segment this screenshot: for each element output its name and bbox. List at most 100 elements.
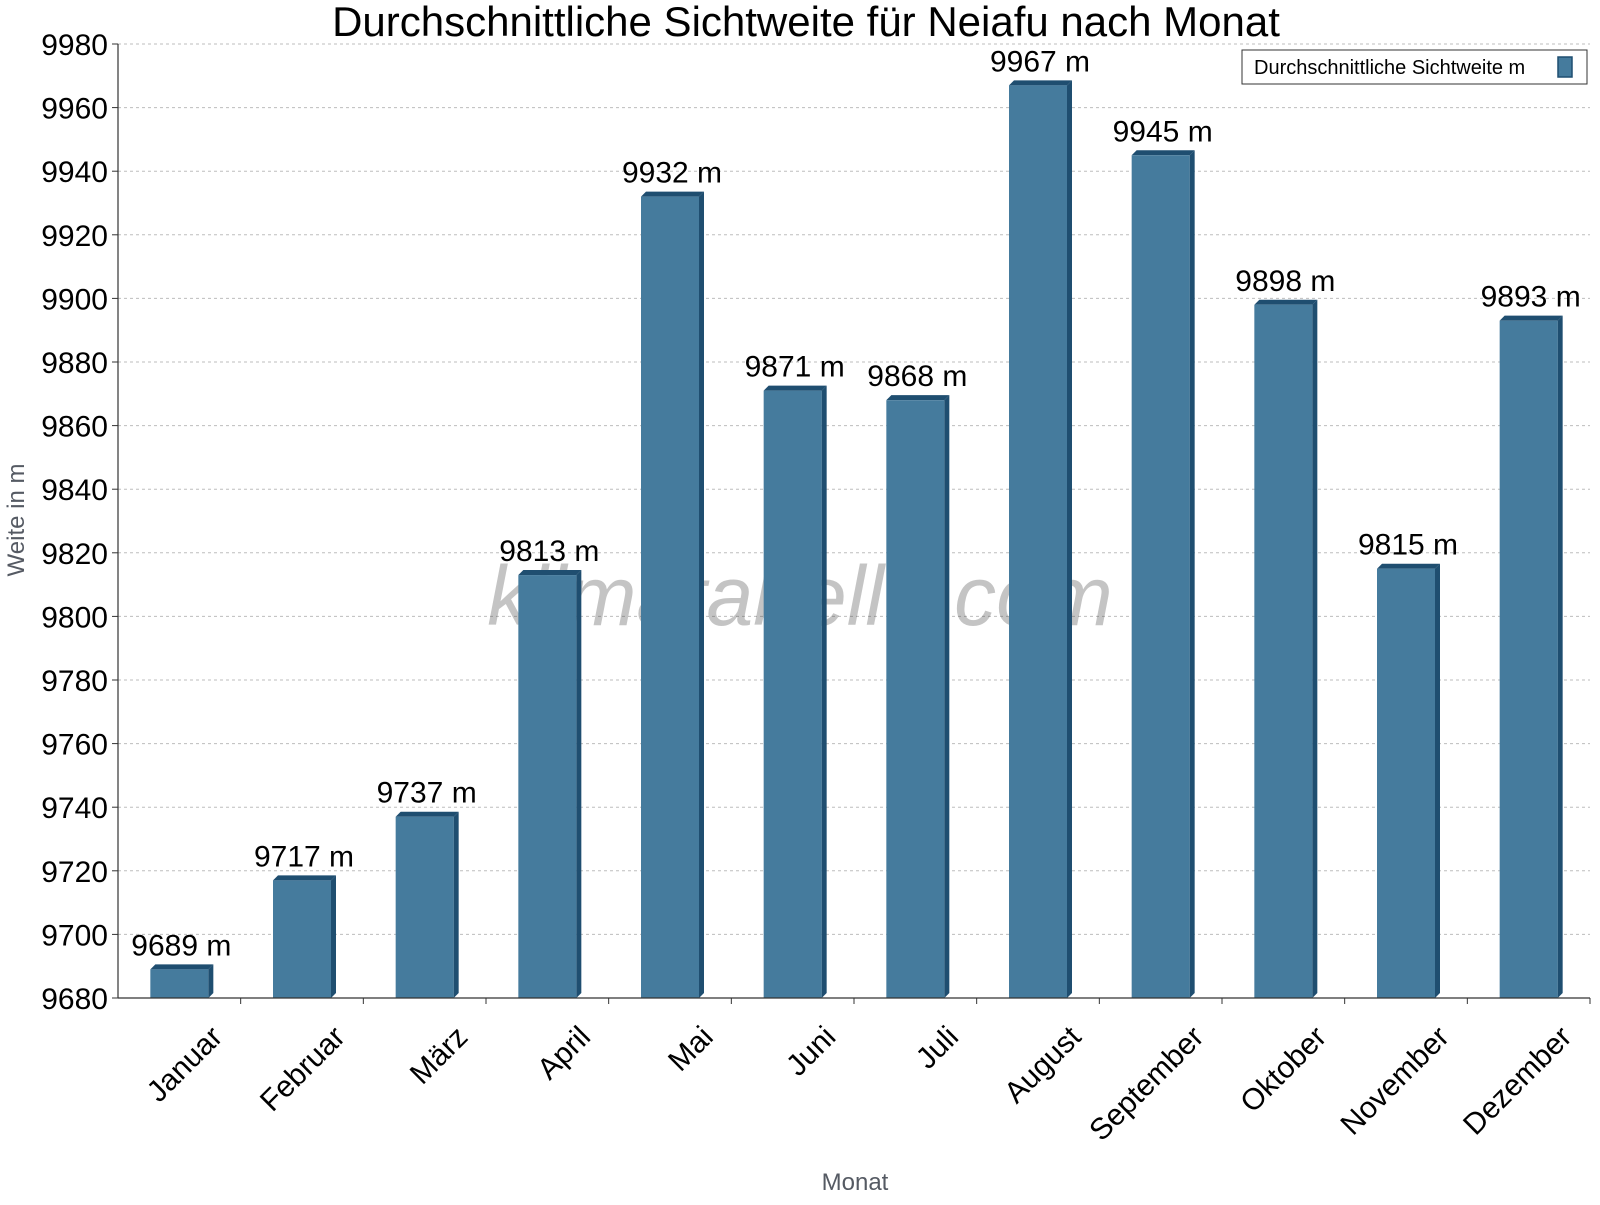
bar-mai (641, 191, 704, 998)
y-tick-label: 9760 (41, 729, 108, 762)
x-tick-labels: Januar Februar März April Mai Juni Juli AugustS… (141, 998, 1591, 1147)
bar-side (1189, 150, 1195, 999)
bar-front (1254, 304, 1313, 998)
bar-top (150, 964, 214, 970)
bar-side (576, 570, 582, 998)
bar-märz (395, 811, 459, 998)
y-tick-label: 9820 (41, 538, 108, 571)
y-tick-label: 9900 (41, 283, 108, 316)
bar-front (273, 880, 331, 998)
y-tick-label: 9960 (41, 93, 108, 126)
bar-dezember (1499, 315, 1563, 998)
x-tick-label: Oktober (1234, 1020, 1333, 1119)
bar-side (944, 395, 950, 998)
bar-top (518, 570, 582, 576)
data-label: 9815 m (1358, 529, 1458, 562)
bar-front (150, 969, 209, 998)
bar-februar (273, 875, 336, 998)
bar-side (699, 191, 704, 998)
x-tick-label: November (1334, 1020, 1455, 1141)
x-tick-label: August (998, 1020, 1088, 1110)
x-tick-label: Juli (910, 1020, 965, 1075)
bar-april (518, 570, 582, 998)
y-tick-label: 9680 (41, 983, 108, 1016)
y-tick-label: 9700 (41, 919, 108, 952)
bar-side (208, 964, 214, 998)
y-tick-label: 9860 (41, 411, 108, 444)
y-tick-label: 9800 (41, 601, 108, 634)
data-labels: 9689 m 9717 m 9737 m 9813 m 9932 m 9871 m 9868… (131, 45, 1580, 962)
bar-front (1131, 155, 1190, 999)
bar-top (395, 811, 459, 817)
y-tick-label: 9780 (41, 665, 108, 698)
bar-top (1499, 315, 1563, 321)
y-tick-label: 9880 (41, 347, 108, 380)
bar-side (1312, 299, 1318, 998)
x-tick-label: Mai (662, 1020, 720, 1078)
data-label: 9945 m (1113, 115, 1213, 148)
bar-top (641, 191, 704, 197)
data-label: 9898 m (1235, 265, 1335, 298)
bars (150, 80, 1563, 999)
x-axis-title: Monat (822, 1169, 889, 1196)
bar-side (821, 385, 827, 998)
bar-front (1499, 320, 1558, 998)
bar-top (1009, 80, 1072, 86)
bar-side (1435, 563, 1440, 998)
x-tick-label: Juni (780, 1020, 842, 1082)
y-tick-label: 9980 (41, 29, 108, 62)
bar-januar (150, 964, 214, 998)
bar-oktober (1254, 299, 1318, 998)
y-tick-label: 9740 (41, 792, 108, 825)
y-tick-label: 9720 (41, 856, 108, 889)
y-tick-label: 9920 (41, 220, 108, 253)
data-label: 9932 m (622, 157, 722, 190)
bar-top (273, 875, 336, 881)
bar-top (1131, 150, 1195, 156)
data-label: 9967 m (990, 45, 1090, 78)
data-label: 9868 m (867, 360, 967, 393)
data-label: 9871 m (745, 351, 845, 384)
bar-top (1254, 299, 1318, 305)
x-tick-label: Februar (254, 1020, 352, 1118)
bar-november (1377, 563, 1440, 998)
x-tick-label: September (1083, 1020, 1210, 1147)
bar-front (1009, 85, 1067, 999)
bar-front (763, 390, 822, 998)
y-axis-title: Weite in m (3, 464, 30, 577)
bar-juni (763, 385, 827, 998)
bar-side (331, 875, 336, 998)
gridlines (118, 43, 1590, 999)
bar-top (886, 395, 950, 401)
y-tick-label: 9840 (41, 474, 108, 507)
bar-juli (886, 395, 950, 998)
data-label: 9893 m (1481, 281, 1581, 314)
bar-front (395, 816, 454, 998)
bar-front (1377, 568, 1435, 998)
bar-august (1009, 80, 1072, 999)
bar-september (1131, 150, 1195, 999)
bar-side (453, 811, 459, 998)
y-tick-label: 9940 (41, 156, 108, 189)
bar-front (641, 196, 699, 998)
x-tick-label: März (404, 1020, 474, 1090)
data-label: 9813 m (499, 535, 599, 568)
x-tick-label: Dezember (1457, 1020, 1578, 1141)
legend-label: Durchschnittliche Sichtweite m (1254, 57, 1525, 79)
y-tick-labels: 9680 9700 9720 9740 9760 9780 9800 9820 9840 9860… (41, 29, 118, 1016)
bar-top (763, 385, 827, 391)
x-tick-label: Januar (141, 1020, 229, 1108)
legend: Durchschnittliche Sichtweite m (1241, 49, 1588, 85)
bar-front (518, 575, 577, 998)
bar-side (1557, 315, 1563, 998)
legend-box (1241, 49, 1588, 85)
bar-front (886, 400, 945, 998)
legend-swatch (1557, 56, 1573, 78)
x-tick-label: April (531, 1020, 597, 1086)
data-label: 9717 m (254, 840, 354, 873)
data-label: 9689 m (131, 929, 231, 962)
chart-title: Durchschnittliche Sichtweite für Neiafu … (332, 0, 1280, 45)
bar-top (1377, 563, 1440, 569)
bar-side (1067, 80, 1072, 999)
